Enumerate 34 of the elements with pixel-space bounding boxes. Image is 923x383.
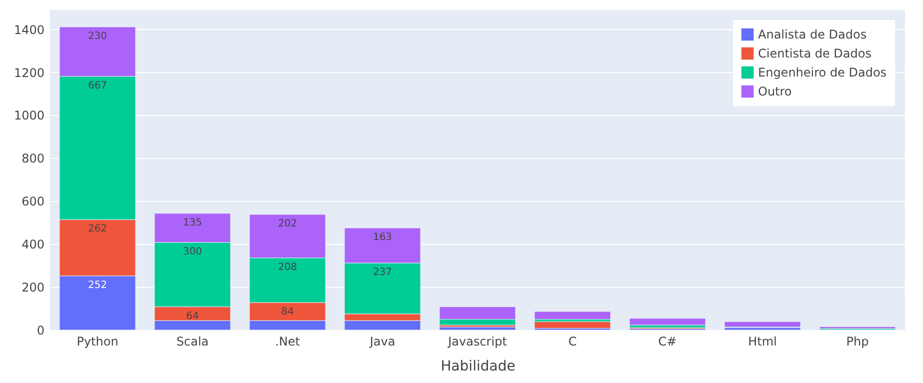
x-tick-label: C (568, 334, 577, 348)
x-axis-title: Habilidade (440, 358, 516, 374)
data-label: 252 (88, 280, 108, 291)
y-tick-label: 1200 (14, 66, 44, 80)
x-tick-label: Java (368, 334, 396, 348)
data-label: 230 (88, 30, 108, 42)
x-tick-label: Php (846, 334, 869, 348)
data-label: 300 (182, 246, 202, 258)
legend-label: Outro (758, 84, 792, 98)
data-label: 84 (281, 306, 294, 318)
data-label: 163 (372, 232, 392, 243)
data-label: 135 (182, 217, 202, 228)
data-label: 237 (372, 266, 392, 278)
x-tick-label: Python (76, 334, 118, 348)
legend-label: Cientista de Dados (758, 46, 872, 60)
x-tick-label: C# (658, 334, 677, 348)
data-label: 262 (88, 224, 108, 235)
data-label: 202 (278, 218, 298, 230)
data-label: 667 (88, 80, 108, 92)
x-tick-label: Javascript (447, 334, 508, 348)
legend-label: Analista de Dados (758, 28, 867, 42)
data-label: 64 (186, 310, 199, 322)
data-label: 208 (278, 262, 298, 273)
y-tick-label: 1000 (14, 108, 44, 123)
x-tick-label: .Net (275, 334, 300, 348)
y-tick-label: 0 (36, 324, 44, 338)
legend-label: Engenheiro de Dados (758, 66, 887, 80)
y-tick-label: 200 (22, 280, 44, 295)
y-tick-label: 400 (22, 238, 44, 252)
y-tick-label: 600 (22, 194, 44, 209)
y-tick-label: 800 (22, 152, 44, 166)
y-tick-label: 1400 (14, 22, 44, 37)
x-tick-label: Html (748, 334, 777, 348)
x-tick-label: Scala (176, 334, 209, 348)
